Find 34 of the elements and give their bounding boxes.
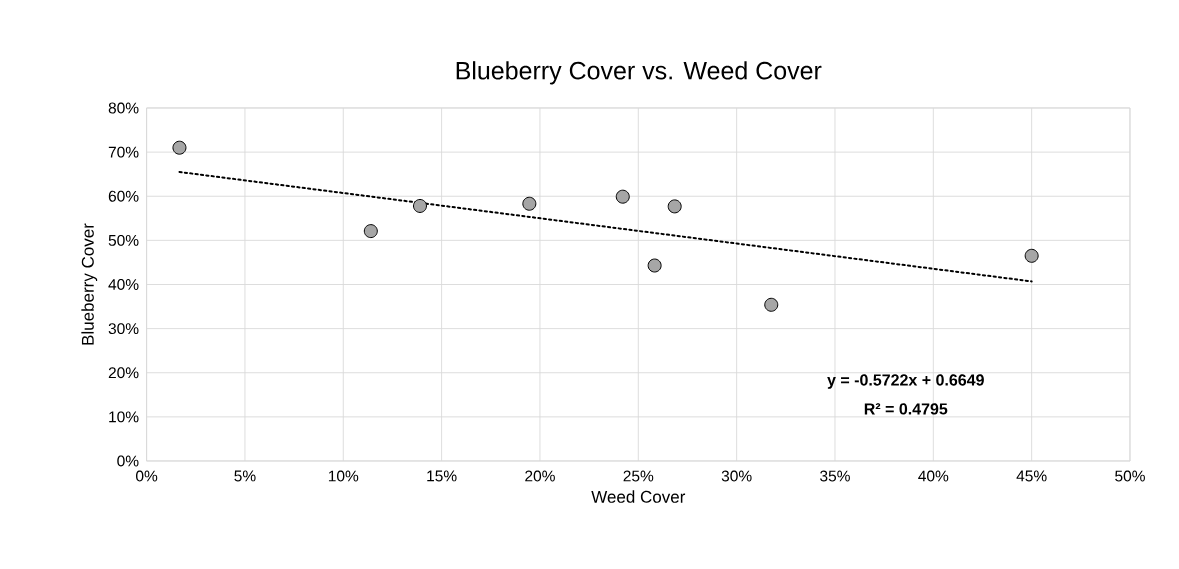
point [1024,248,1039,263]
annotation: y = -0.5722x + 0.6649 [827,374,984,389]
y-tick-label: 0% [117,455,139,467]
x-tick-label: 5% [234,470,256,482]
x-tick-label: 20% [525,470,555,482]
y-tick-label: 20% [108,367,139,379]
y-axis-title: Blueberry Cover [81,223,98,345]
x-tick-label: 40% [918,470,949,482]
point [667,199,682,214]
y-tick-label: 10% [109,411,139,423]
y-tick-label: 60% [108,190,139,202]
point [615,189,630,204]
y-tick-label: 30% [108,323,139,335]
point [172,140,187,155]
chart-title: Blueberry Cover vs. Weed Cover [456,61,822,85]
x-axis-title: Weed Cover [591,490,686,503]
y-tick-label: 40% [108,279,139,290]
x-tick-label: 35% [820,470,850,482]
annotation: R² = 0.4795 [864,403,948,415]
x-tick-label: 0% [136,470,158,482]
x-tick-label: 45% [1016,470,1047,482]
x-tick-label: 15% [427,470,457,482]
x-tick-label: 10% [328,470,359,482]
point [412,198,427,213]
x-tick-label: 50% [1115,470,1145,482]
point [522,196,537,211]
point [647,258,662,273]
point [764,297,779,312]
y-tick-label: 80% [108,102,139,114]
x-tick-label: 25% [623,470,654,482]
x-tick-label: 30% [721,470,752,482]
y-tick-label: 70% [108,146,139,158]
y-tick-label: 50% [108,234,139,246]
point [363,224,378,239]
